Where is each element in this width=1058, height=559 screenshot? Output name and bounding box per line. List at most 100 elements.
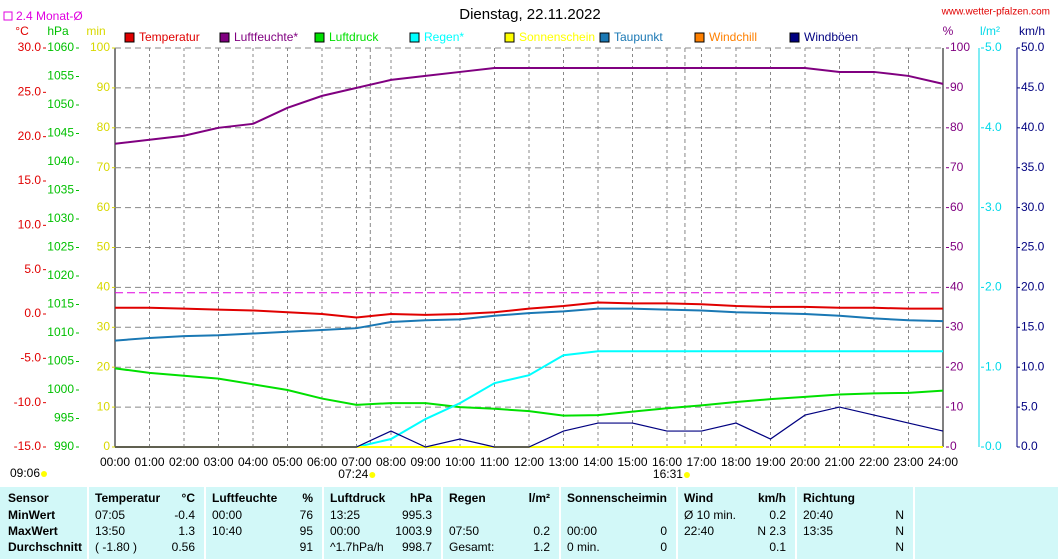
table-cell: 13:50 — [95, 524, 125, 538]
y-tick-label: 40 — [950, 280, 964, 294]
x-tick-label: 22:00 — [859, 455, 889, 469]
table-cell: MaxWert — [8, 524, 58, 538]
y-tick-label: 10.0 — [18, 218, 42, 232]
sunrise-label: 07:24 — [338, 467, 368, 481]
table-cell: 0.1 — [769, 540, 786, 554]
table-cell: 07:50 — [449, 524, 479, 538]
axis-unit: % — [943, 24, 954, 38]
y-tick-label: 20.0 — [1021, 280, 1045, 294]
table-cell: N 2.3 — [757, 524, 786, 538]
average-swatch — [3, 11, 13, 21]
y-tick-label: 1000 — [47, 382, 74, 396]
table-cell: 0 — [660, 524, 667, 538]
table-cell: N — [895, 508, 904, 522]
x-tick-label: 13:00 — [548, 455, 578, 469]
table-cell: -0.4 — [174, 508, 195, 522]
axis-unit: l/m² — [980, 24, 1000, 38]
y-tick-label: 1055 — [47, 69, 74, 83]
table-cell: 13:35 — [803, 524, 833, 538]
y-tick-label: 0.0 — [24, 306, 41, 320]
y-tick-label: 20 — [97, 359, 111, 373]
axis-unit: min — [86, 24, 105, 38]
y-tick-label: 1050 — [47, 97, 74, 111]
sunrise-marker — [369, 472, 376, 478]
x-tick-label: 23:00 — [893, 455, 923, 469]
legend-label: Temperatur — [139, 30, 200, 44]
legend-swatch — [409, 32, 420, 43]
y-tick-label: -15.0 — [14, 439, 42, 453]
y-tick-label: 995 — [54, 411, 74, 425]
y-tick-label: 70 — [950, 160, 964, 174]
table-cell: min — [646, 491, 667, 505]
y-tick-label: -10.0 — [14, 395, 42, 409]
table-cell: 998.7 — [402, 540, 432, 554]
x-tick-label: 21:00 — [824, 455, 854, 469]
x-tick-label: 09:00 — [410, 455, 440, 469]
y-tick-label: 90 — [97, 80, 111, 94]
legend-label: Windböen — [804, 30, 858, 44]
table-cell: 1.3 — [178, 524, 195, 538]
site-name: www.wetter-pfalzen.com — [941, 7, 1050, 18]
table-cell: Richtung — [803, 491, 855, 505]
table-cell: 76 — [300, 508, 314, 522]
day-length: 09:06 — [10, 466, 40, 480]
x-tick-label: 18:00 — [721, 455, 751, 469]
sunset-marker — [683, 472, 690, 478]
legend-swatch — [124, 32, 135, 43]
legend-swatch — [504, 32, 515, 43]
y-tick-label: 1045 — [47, 126, 74, 140]
table-cell: 0 min. — [567, 540, 600, 554]
table-cell: 00:00 — [567, 524, 597, 538]
table-cell: hPa — [410, 491, 432, 505]
legend-swatch — [694, 32, 705, 43]
y-tick-label: 40 — [97, 280, 111, 294]
axis-unit: km/h — [1019, 24, 1045, 38]
x-tick-label: 10:00 — [445, 455, 475, 469]
table-cell: ^1.7hPa/h — [330, 540, 384, 554]
series-line — [115, 406, 944, 448]
y-tick-label: 80 — [97, 120, 111, 134]
table-cell: Luftdruck — [330, 491, 386, 505]
table-cell: 00:00 — [212, 508, 242, 522]
table-cell: 91 — [300, 540, 314, 554]
table-cell: Regen — [449, 491, 486, 505]
table-cell: 10:40 — [212, 524, 242, 538]
x-tick-label: 04:00 — [238, 455, 268, 469]
x-tick-label: 16:00 — [652, 455, 682, 469]
chart-title: Dienstag, 22.11.2022 — [459, 6, 601, 23]
table-cell: N — [895, 524, 904, 538]
table-cell: ( -1.80 ) — [95, 540, 137, 554]
y-tick-label: 35.0 — [1021, 160, 1045, 174]
table-cell: 1003.9 — [395, 524, 432, 538]
table-cell: 0 — [660, 540, 667, 554]
sunset-label: 16:31 — [653, 467, 683, 481]
y-tick-label: 40.0 — [1021, 120, 1045, 134]
x-tick-label: 20:00 — [790, 455, 820, 469]
y-tick-label: 30 — [97, 319, 111, 333]
x-tick-label: 02:00 — [169, 455, 199, 469]
y-tick-label: 4.0 — [985, 120, 1002, 134]
y-tick-label: 5.0 — [985, 40, 1002, 54]
y-tick-label: 1035 — [47, 183, 74, 197]
legend-swatch — [599, 32, 610, 43]
table-cell: °C — [182, 491, 196, 505]
y-tick-label: 70 — [97, 160, 111, 174]
table-cell: Temperatur — [95, 491, 160, 505]
x-tick-label: 17:00 — [686, 455, 716, 469]
y-tick-label: 20 — [950, 359, 964, 373]
table-cell: % — [302, 491, 313, 505]
y-tick-label: 0 — [103, 439, 110, 453]
legend-label: Regen* — [424, 30, 464, 44]
x-tick-label: 08:00 — [376, 455, 406, 469]
table-cell: 995.3 — [402, 508, 432, 522]
legend-swatch — [219, 32, 230, 43]
series-line — [114, 307, 944, 342]
table-cell: Durchschnitt — [8, 540, 82, 554]
y-tick-label: 1030 — [47, 211, 74, 225]
table-cell: N — [895, 540, 904, 554]
y-tick-label: 5.0 — [1021, 399, 1038, 413]
table-cell: 00:00 — [330, 524, 360, 538]
y-tick-label: 20.0 — [18, 129, 42, 143]
y-tick-label: 15.0 — [18, 173, 42, 187]
